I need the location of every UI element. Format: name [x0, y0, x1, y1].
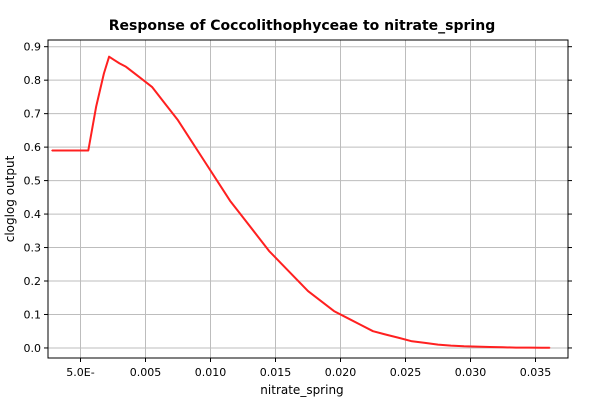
- y-axis-label: cloglog output: [3, 155, 17, 242]
- data-point: [87, 149, 89, 152]
- x-tick-label: 0.015: [260, 366, 292, 379]
- y-tick-label: 0.0: [24, 342, 42, 355]
- data-point: [411, 340, 413, 342]
- data-point: [281, 263, 283, 265]
- y-tick-label: 0.6: [24, 141, 42, 154]
- y-tick-label: 0.7: [24, 108, 42, 121]
- data-point: [541, 347, 543, 349]
- y-tick-label: 0.5: [24, 175, 42, 188]
- data-point: [125, 66, 127, 68]
- plot-frame: [47, 39, 569, 359]
- data-point: [79, 149, 82, 152]
- data-point: [229, 200, 231, 202]
- data-point: [549, 347, 551, 349]
- data-point: [385, 333, 387, 336]
- data-point: [333, 310, 335, 312]
- x-tick-label: 5.0E-: [66, 366, 94, 379]
- x-tick-label: 0.005: [130, 366, 162, 379]
- data-point: [118, 62, 121, 65]
- y-tick-label: 0.8: [24, 74, 42, 87]
- data-point: [437, 344, 439, 346]
- y-tick-label: 0.4: [24, 208, 42, 221]
- data-point: [359, 323, 361, 326]
- data-point: [177, 119, 179, 121]
- data-point: [320, 300, 322, 302]
- y-tick-label: 0.2: [24, 275, 42, 288]
- x-axis: 5.0E- 0.005 0.010 0.015 0.020 0.025 0.030 0.035: [66, 358, 551, 379]
- x-tick-label: 0.020: [325, 366, 357, 379]
- data-point: [307, 290, 309, 292]
- data-point: [476, 346, 478, 348]
- gridlines: [48, 40, 568, 358]
- data-point: [424, 342, 426, 344]
- x-tick-label: 0.035: [520, 366, 552, 379]
- data-point: [216, 179, 218, 182]
- y-tick-label: 0.9: [24, 41, 42, 54]
- data-point: [203, 159, 205, 162]
- x-tick-label: 0.030: [455, 366, 487, 379]
- y-tick-label: 0.1: [24, 308, 42, 321]
- data-point: [346, 317, 348, 319]
- data-point: [242, 216, 244, 219]
- y-tick-label: 0.3: [24, 242, 42, 255]
- data-point: [463, 345, 465, 347]
- data-point: [372, 330, 374, 332]
- data-point: [268, 250, 270, 252]
- x-axis-label: nitrate_spring: [260, 383, 343, 397]
- data-point: [138, 76, 140, 78]
- data-point: [450, 345, 452, 347]
- data-point: [151, 86, 153, 88]
- data-point: [398, 337, 400, 339]
- data-point: [164, 103, 166, 105]
- x-tick-label: 0.010: [195, 366, 227, 379]
- data-point: [83, 149, 85, 152]
- data-point: [489, 346, 491, 348]
- data-point: [294, 277, 296, 279]
- data-point: [190, 139, 192, 142]
- data-point: [95, 106, 97, 108]
- data-point: [103, 72, 105, 75]
- data-point: [502, 346, 504, 348]
- x-tick-label: 0.025: [390, 366, 422, 379]
- data-point: [51, 149, 53, 152]
- data-point: [528, 347, 530, 349]
- data-point: [255, 233, 257, 235]
- data-point: [515, 347, 517, 349]
- series-layer: [51, 55, 551, 349]
- y-axis: 0.0 0.1 0.2 0.3 0.4 0.5 0.6 0.7 0.8 0.9: [24, 41, 572, 355]
- data-point: [113, 59, 115, 61]
- chart-title: Response of Coccolithophyceae to nitrate…: [109, 18, 495, 34]
- data-point: [108, 56, 110, 58]
